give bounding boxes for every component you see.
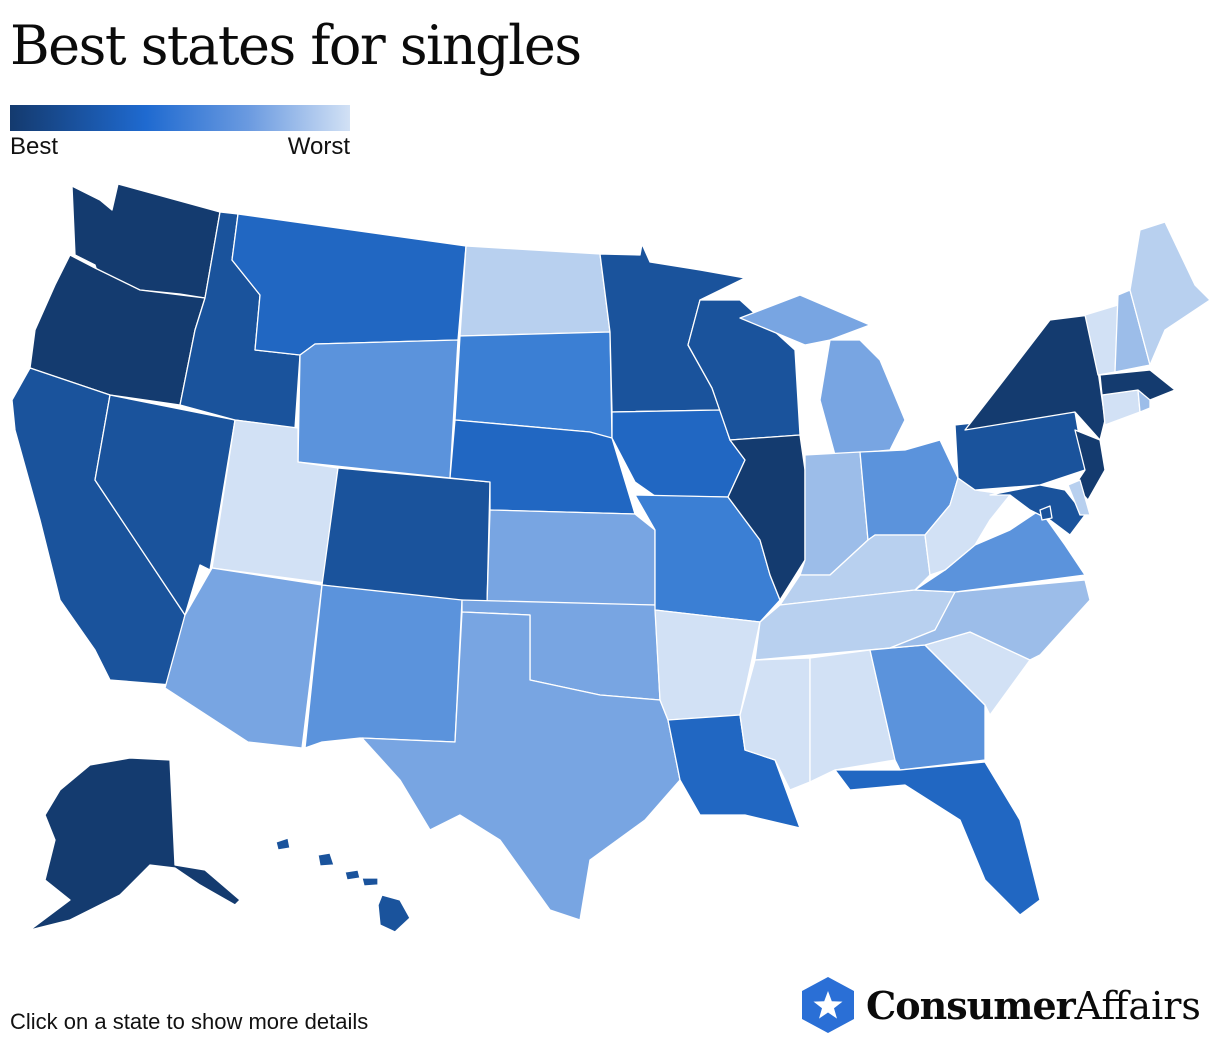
state-WY[interactable] (297, 339, 459, 479)
brand-name-regular: Affairs (1074, 983, 1201, 1028)
state-WV[interactable] (924, 477, 1011, 576)
color-legend: Best Worst (10, 105, 350, 161)
state-KS[interactable] (486, 509, 656, 606)
page-title: Best states for singles (10, 14, 582, 77)
state-MA[interactable] (1099, 369, 1176, 401)
star-hexagon-icon (802, 977, 854, 1033)
state-MD[interactable] (989, 484, 1086, 536)
state-ND[interactable] (459, 245, 611, 337)
legend-labels: Best Worst (10, 133, 350, 161)
brand-name-bold: Consumer (866, 982, 1076, 1028)
state-IL[interactable] (727, 434, 806, 601)
state-MT[interactable] (231, 213, 467, 356)
state-NC[interactable] (889, 579, 1091, 661)
state-AL[interactable] (809, 649, 896, 783)
legend-best-label: Best (10, 133, 59, 160)
state-TX[interactable] (361, 611, 681, 921)
state-DC[interactable] (1039, 505, 1053, 521)
state-ME[interactable] (1129, 221, 1211, 366)
map-instruction-text: Click on a state to show more details (10, 1009, 369, 1034)
state-DE[interactable] (1067, 479, 1091, 516)
us-choropleth-map (11, 183, 1211, 933)
state-AK[interactable] (29, 757, 241, 931)
state-FL[interactable] (834, 761, 1041, 916)
brand-logo: ConsumerAffairs (800, 975, 1201, 1035)
brand-wordmark: ConsumerAffairs (866, 983, 1201, 1028)
legend-worst-label: Worst (287, 133, 350, 160)
state-MI[interactable] (739, 294, 906, 456)
state-CO[interactable] (321, 467, 491, 607)
state-NM[interactable] (304, 584, 463, 749)
state-NJ[interactable] (1074, 429, 1106, 501)
state-HI[interactable] (275, 837, 411, 933)
legend-gradient-bar (10, 105, 350, 131)
state-CT[interactable] (1101, 389, 1141, 426)
